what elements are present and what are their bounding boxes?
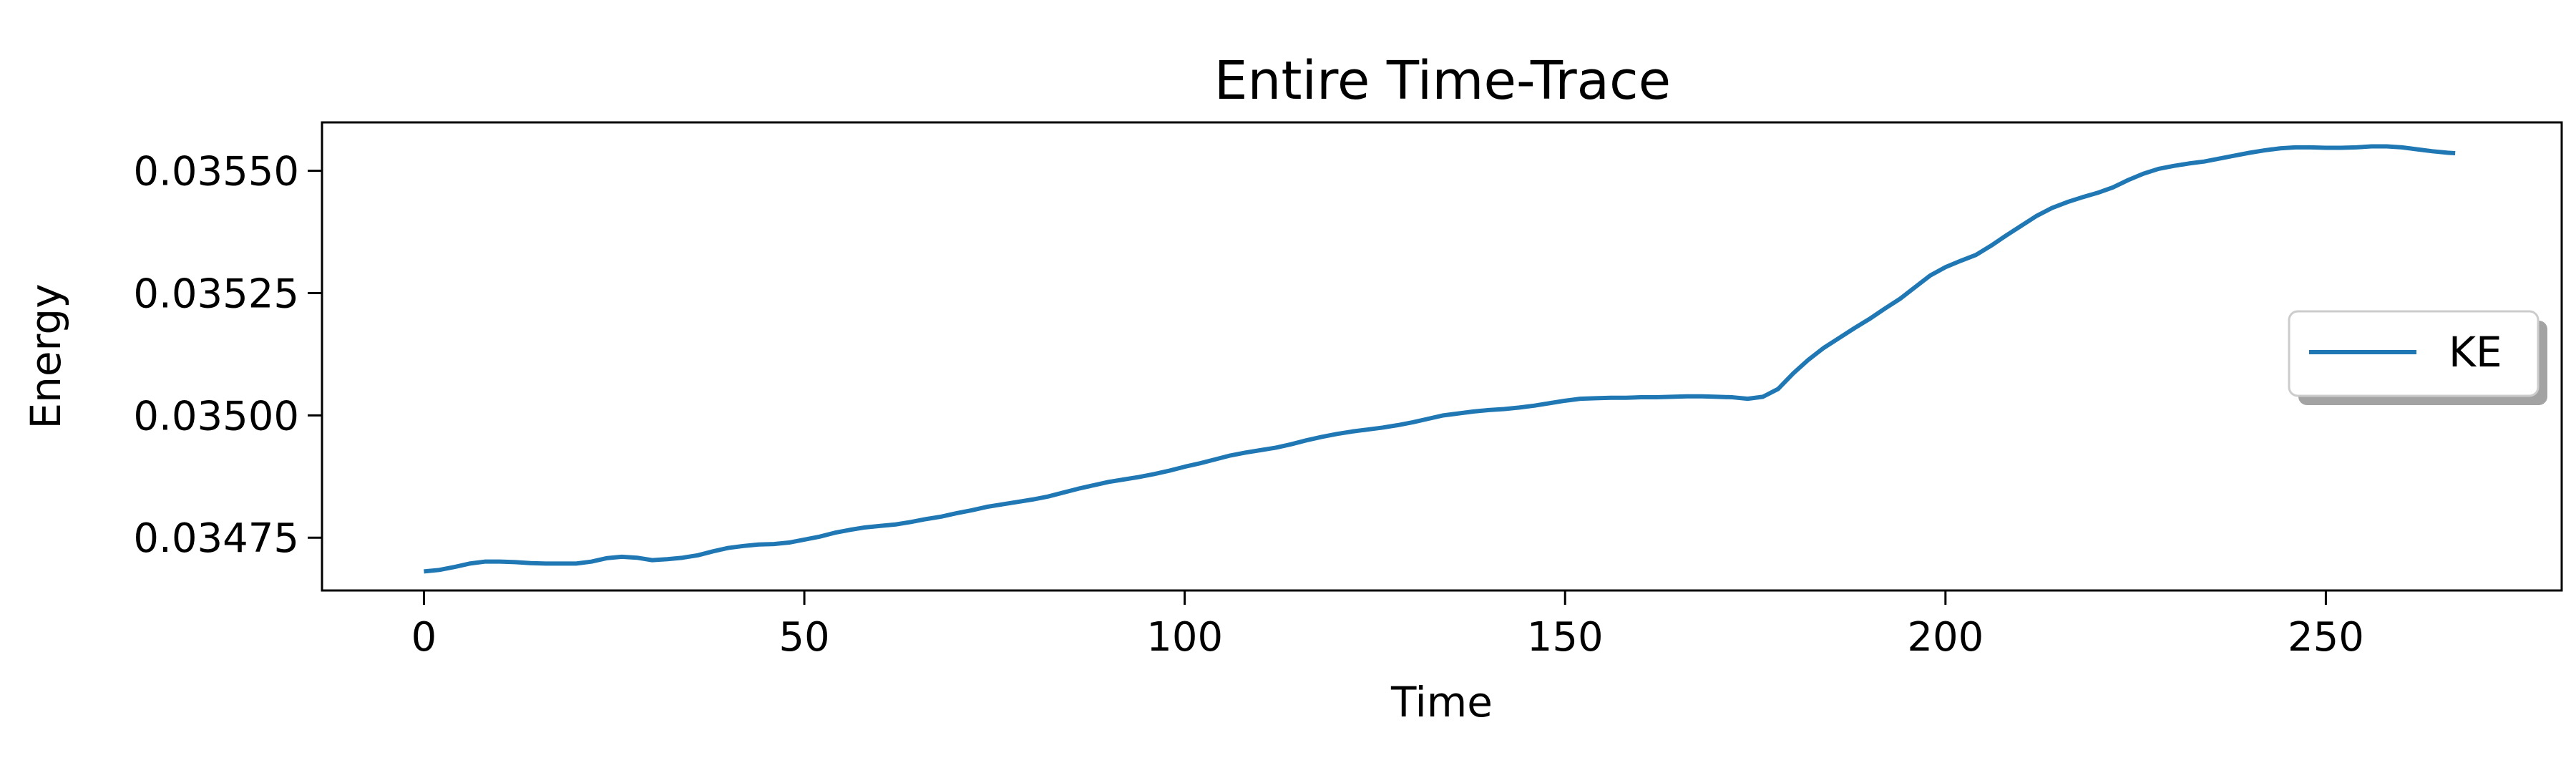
plot-area [321, 121, 2563, 592]
y-tick-label: 0.03550 [133, 149, 299, 195]
y-tick-label: 0.03475 [133, 515, 299, 562]
x-tick-label: 0 [411, 614, 437, 661]
x-tick-label: 100 [1146, 614, 1223, 661]
plot-frame [321, 121, 2563, 592]
plot-background [322, 122, 2562, 590]
x-tick-label: 200 [1907, 614, 1984, 661]
x-axis: 0 50 100 150 200 250 Time [411, 590, 2364, 726]
legend-ke-label: KE [2449, 328, 2502, 376]
x-tick-label: 50 [779, 614, 829, 661]
legend: KE [2288, 310, 2547, 405]
y-tick-label: 0.03500 [133, 393, 299, 439]
chart-title: Entire Time-Trace [1214, 50, 1671, 112]
x-ticks: 0 50 100 150 200 250 [411, 590, 2364, 661]
y-tick-label: 0.03525 [133, 271, 299, 318]
y-ticks: 0.03475 0.03500 0.03525 0.03550 [133, 149, 322, 562]
series-layer [424, 144, 2456, 574]
y-axis-label: Energy [21, 283, 70, 429]
x-tick-label: 150 [1527, 614, 1604, 661]
series-line-ke [424, 144, 2456, 574]
x-axis-label: Time [1390, 678, 1493, 726]
x-tick-label: 250 [2288, 614, 2364, 661]
y-axis: 0.03475 0.03500 0.03525 0.03550 Energy [21, 149, 322, 562]
